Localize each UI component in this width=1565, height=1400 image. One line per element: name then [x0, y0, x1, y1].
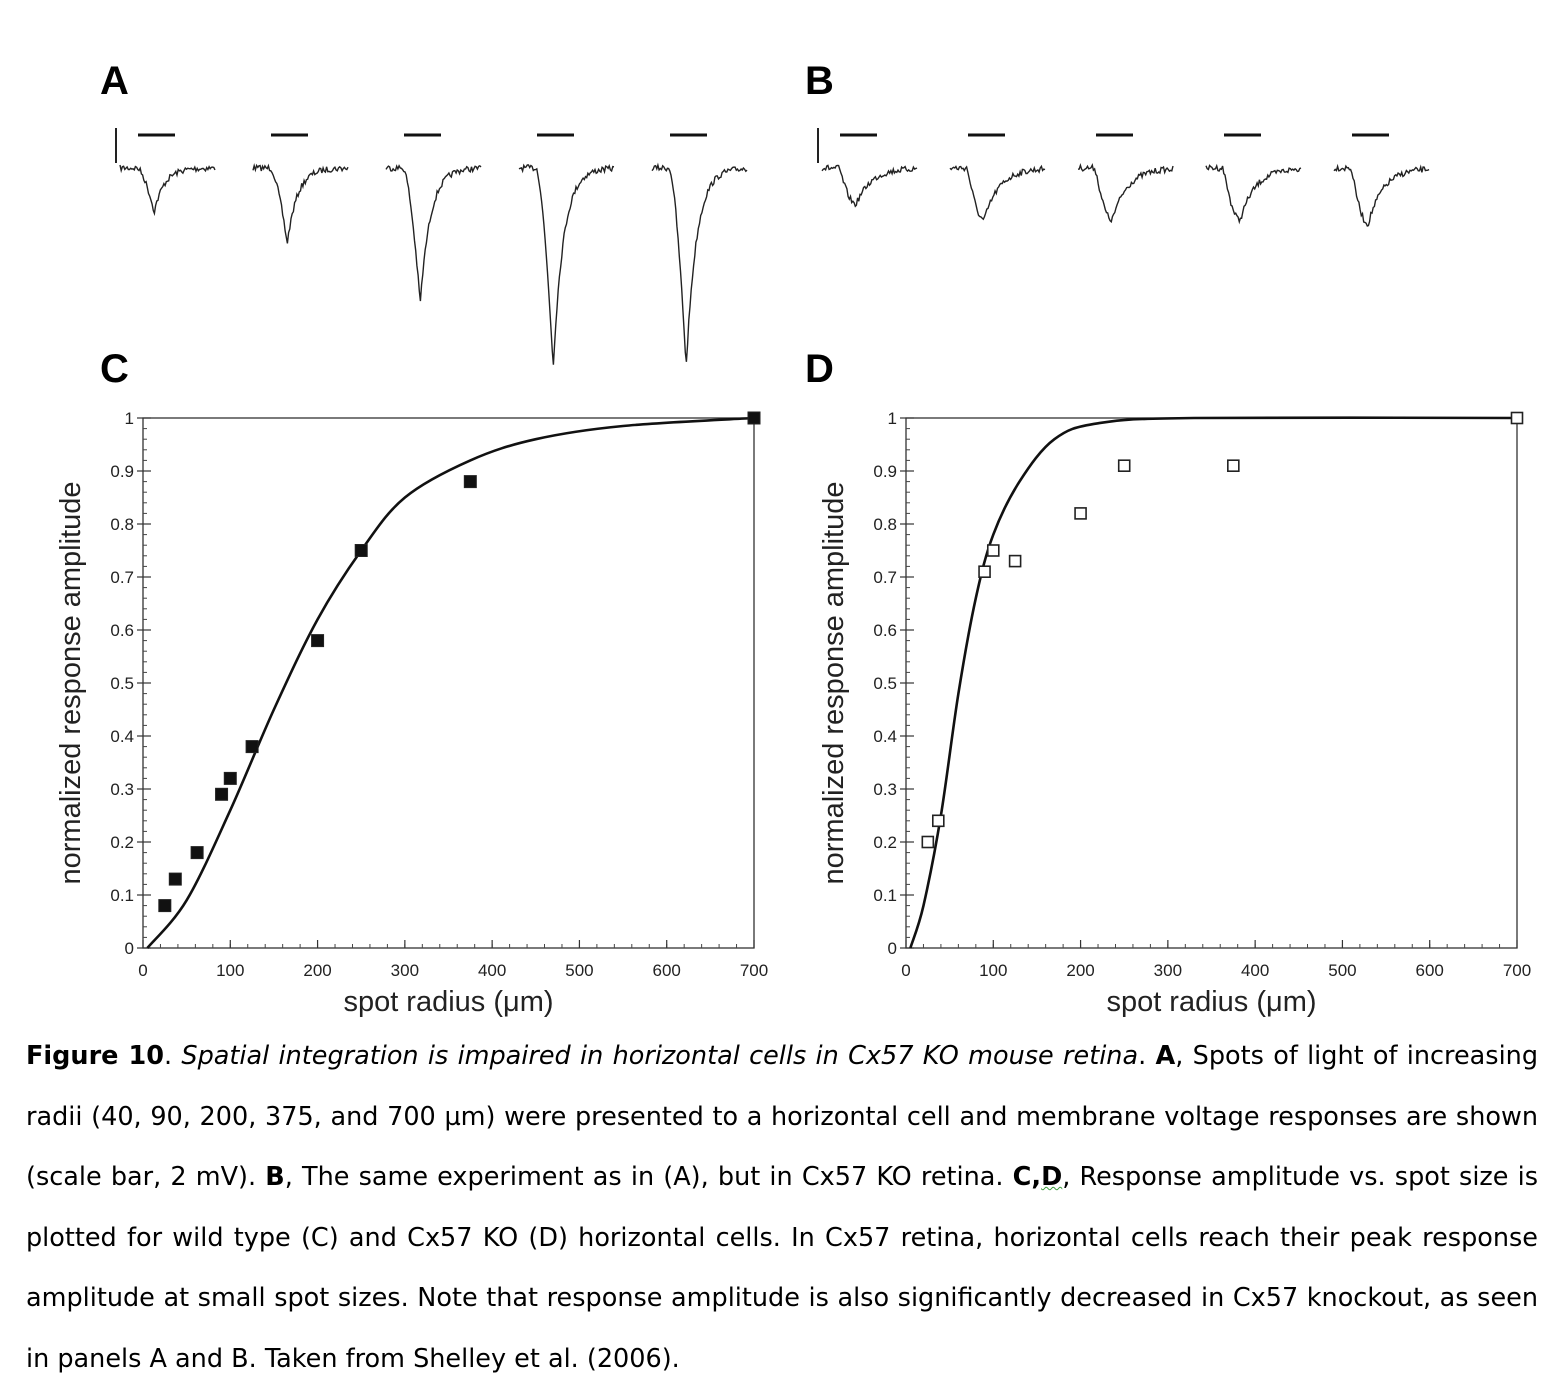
panel-c-data-point: [245, 740, 259, 754]
panel-letter-c: C: [100, 347, 129, 391]
panel-d-data-point: [986, 544, 1000, 557]
panel-d-y-tick-label: 0.1: [873, 886, 897, 905]
panel-c-y-axis-title: normalized response amplitude: [55, 482, 87, 885]
panel-c-y-tick-label: 0.6: [110, 621, 134, 640]
panel-c-x-tick-label: 100: [216, 961, 244, 980]
plot-panel-d: 0 100 200 300 400 500 600 700 0 0.1 0.2 0.3 0.4 0.5 0.…: [818, 409, 1531, 1018]
panel-c-x-tick-label: 600: [653, 961, 681, 980]
panel-d-y-tick-label: 0.6: [873, 621, 897, 640]
panel-d-x-tick-label: 600: [1416, 961, 1444, 980]
panel-c-fit-curve: [146, 416, 755, 949]
panel-letter-a: A: [100, 59, 129, 103]
panel-c-x-tick-label: 500: [565, 961, 593, 980]
caption-sep-2: .: [1138, 1041, 1156, 1071]
caption-cd-text: , Response amplitude vs. spot size is pl…: [26, 1162, 1539, 1374]
panel-letter-d: D: [805, 347, 834, 391]
panel-d-data-point: [1008, 554, 1022, 568]
panel-c-x-tick-label: 700: [740, 961, 768, 980]
panel-b-trace-5: [1333, 163, 1430, 227]
panel-c-data-point: [158, 899, 172, 913]
panel-c-y-tick-label: 0.3: [110, 780, 134, 799]
voltage-traces-panel-a: [115, 128, 748, 365]
panel-d-data-point: [978, 565, 991, 579]
panel-c-data-point: [463, 475, 477, 489]
panel-d-y-tick-label: 0: [888, 939, 897, 958]
panel-c-y-tick-label: 0.8: [110, 515, 134, 534]
panel-c-x-tick-label: 300: [391, 961, 419, 980]
panel-d-y-tick-label: 0.4: [873, 727, 897, 746]
panel-a-trace-3: [385, 164, 482, 302]
panel-b-trace-2: [949, 164, 1046, 221]
panel-c-x-tick-label: 200: [303, 961, 331, 980]
panel-d-x-tick-label: 200: [1066, 961, 1094, 980]
figure-caption: Figure 10. Spatial integration is impair…: [26, 1026, 1538, 1389]
caption-b-label: B: [265, 1162, 285, 1192]
panel-a-trace-4: [518, 163, 615, 365]
caption-a-text: , Spots of light of increasing radii (40…: [26, 1041, 1539, 1192]
voltage-traces-panel-b: [817, 128, 1430, 227]
panel-d-y-tick-label: 0.7: [873, 568, 897, 587]
panel-d-data-point: [921, 835, 935, 849]
panel-b-trace-4: [1205, 163, 1302, 225]
caption-cd-comma: ,: [1031, 1162, 1042, 1192]
panel-c-data-point: [354, 544, 368, 557]
panel-c-x-tick-label: 0: [138, 961, 147, 980]
panel-b-trace-1: [821, 164, 918, 208]
panel-d-x-tick-label: 400: [1241, 961, 1269, 980]
panel-d-data-point: [1074, 507, 1087, 520]
panel-c-y-tick-label: 0.2: [110, 833, 134, 852]
caption-a-label: A: [1155, 1041, 1176, 1071]
panel-b-trace-3: [1077, 162, 1174, 224]
caption-sep-1: .: [164, 1041, 182, 1071]
panel-c-data-point: [215, 787, 229, 801]
panel-d-data-point: [931, 814, 945, 828]
panel-c-data-point: [168, 872, 182, 886]
panel-c-data-point: [223, 771, 237, 785]
panel-d-data-point: [1117, 459, 1131, 473]
panel-d-data-point: [1510, 411, 1524, 425]
caption-d-label: D: [1041, 1162, 1063, 1192]
panel-c-y-tick-label: 0: [125, 939, 134, 958]
panel-d-fit-curve: [909, 416, 1518, 949]
figure-10: A B C D 0 100 200 300 400 500 600 70000.10.20.3…: [55, 59, 1531, 1018]
panel-c-data-point: [311, 634, 325, 648]
panel-d-x-tick-label: 500: [1328, 961, 1356, 980]
panel-d-y-tick-label: 0.8: [873, 515, 897, 534]
panel-c-y-tick-label: 0.4: [110, 727, 134, 746]
panel-d-y-tick-label: 0.2: [873, 833, 897, 852]
panel-c-y-tick-label: 0.7: [110, 568, 134, 587]
panel-letter-b: B: [805, 59, 834, 103]
panel-d-y-tick-label: 0.5: [873, 674, 897, 693]
panel-d-x-tick-label: 700: [1503, 961, 1531, 980]
figure-label: Figure 10: [26, 1041, 164, 1071]
panel-c-x-axis-title: spot radius (μm): [343, 986, 553, 1018]
panel-a-trace-1: [119, 164, 216, 217]
panel-d-y-tick-label: 0.3: [873, 780, 897, 799]
panel-d-x-tick-label: 0: [901, 961, 910, 980]
panel-d-y-axis-title: normalized response amplitude: [818, 482, 850, 885]
caption-title: Spatial integration is impaired in horiz…: [181, 1041, 1139, 1071]
panel-c-y-tick-label: 0.9: [110, 462, 134, 481]
panel-c-x-tick-label: 400: [478, 961, 506, 980]
caption-b-text: , The same experiment as in (A), but in …: [284, 1162, 1013, 1192]
caption-c-label: C: [1012, 1162, 1032, 1192]
panel-c-data-point: [747, 411, 761, 425]
plot-panel-c: 0 100 200 300 400 500 600 700 0 0.1 0.2 0.3 0.4 0.5 0.…: [55, 409, 768, 1018]
panel-d-x-tick-label: 100: [979, 961, 1007, 980]
panel-c-frame: [142, 417, 755, 949]
panel-a-trace-2: [252, 163, 349, 244]
panel-c-data-point: [190, 846, 204, 860]
panel-c-y-tick-label: 0.1: [110, 886, 134, 905]
panel-a-trace-5: [651, 162, 748, 362]
panel-d-y-tick-label: 1: [888, 409, 897, 428]
panel-c-y-tick-label: 1: [125, 409, 134, 428]
panel-d-y-tick-label: 0.9: [873, 462, 897, 481]
panel-d-x-tick-label: 300: [1154, 961, 1182, 980]
panel-d-frame: [905, 417, 1518, 949]
panel-d-x-axis-title: spot radius (μm): [1106, 986, 1316, 1018]
panel-c-y-tick-label: 0.5: [110, 674, 134, 693]
panel-d-data-point: [1227, 459, 1240, 473]
